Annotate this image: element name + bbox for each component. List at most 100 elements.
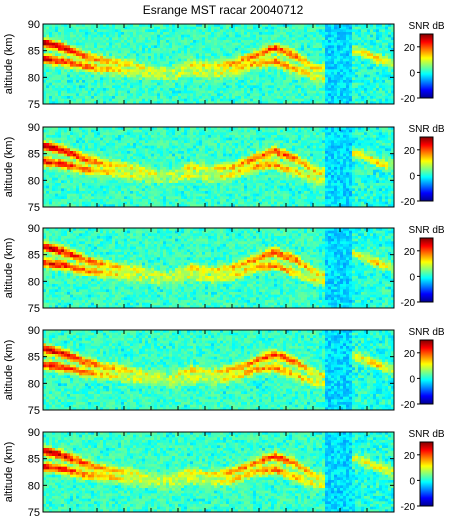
- heatmap-cell: [100, 202, 103, 205]
- heatmap-cell: [175, 77, 178, 80]
- heatmap-cell: [289, 83, 292, 86]
- heatmap-cell: [64, 130, 67, 133]
- y-tick-label: 90: [28, 19, 40, 31]
- heatmap-cell: [214, 40, 217, 43]
- heatmap-cell: [175, 72, 178, 75]
- heatmap-cell: [184, 99, 187, 102]
- heatmap-cell: [298, 40, 301, 43]
- heatmap-cell: [247, 75, 250, 78]
- heatmap-cell: [283, 45, 286, 48]
- heatmap-cell: [100, 148, 103, 151]
- heatmap-cell: [91, 159, 94, 162]
- heatmap-cell: [136, 191, 139, 194]
- heatmap-cell: [259, 40, 262, 43]
- heatmap-cell: [223, 61, 226, 64]
- heatmap-cell: [124, 85, 127, 88]
- heatmap-cell: [133, 130, 136, 133]
- heatmap-cell: [361, 80, 364, 83]
- heatmap-cell: [295, 40, 298, 43]
- heatmap-cell: [124, 67, 127, 70]
- heatmap-cell: [295, 51, 298, 54]
- heatmap-cell: [145, 140, 148, 143]
- heatmap-cell: [253, 43, 256, 46]
- heatmap-cell: [61, 51, 64, 54]
- heatmap-cell: [253, 45, 256, 48]
- heatmap-cell: [58, 199, 61, 202]
- heatmap-cell: [304, 48, 307, 51]
- heatmap-cell: [55, 96, 58, 99]
- heatmap-cell: [130, 130, 133, 133]
- heatmap-cell: [46, 91, 49, 94]
- heatmap-cell: [49, 138, 52, 141]
- heatmap-cell: [52, 135, 55, 138]
- heatmap-cell: [109, 48, 112, 51]
- heatmap-cell: [184, 170, 187, 173]
- heatmap-cell: [121, 170, 124, 173]
- heatmap-cell: [295, 96, 298, 99]
- heatmap-cell: [157, 29, 160, 32]
- heatmap-cell: [151, 96, 154, 99]
- heatmap-cell: [73, 202, 76, 205]
- heatmap-cell: [70, 148, 73, 151]
- heatmap-cell: [187, 27, 190, 30]
- heatmap-cell: [364, 93, 367, 96]
- heatmap-cell: [178, 27, 181, 30]
- heatmap-cell: [118, 88, 121, 91]
- heatmap-cell: [103, 93, 106, 96]
- heatmap-cell: [277, 96, 280, 99]
- heatmap-cell: [271, 91, 274, 94]
- heatmap-cell: [67, 93, 70, 96]
- heatmap-cell: [223, 32, 226, 35]
- heatmap-cell: [355, 69, 358, 72]
- heatmap-cell: [211, 85, 214, 88]
- heatmap-cell: [70, 75, 73, 78]
- heatmap-cell: [214, 93, 217, 96]
- heatmap-cell: [64, 48, 67, 51]
- heatmap-cell: [184, 43, 187, 46]
- heatmap-cell: [124, 159, 127, 162]
- heatmap-cell: [55, 186, 58, 189]
- heatmap-cell: [70, 72, 73, 75]
- heatmap-cell: [82, 130, 85, 133]
- heatmap-cell: [205, 96, 208, 99]
- heatmap-cell: [151, 51, 154, 54]
- heatmap-cell: [337, 53, 340, 56]
- heatmap-cell: [358, 29, 361, 32]
- heatmap-cell: [52, 67, 55, 70]
- heatmap-cell: [247, 27, 250, 30]
- heatmap-cell: [349, 27, 352, 30]
- heatmap-cell: [334, 85, 337, 88]
- heatmap-cell: [265, 53, 268, 56]
- heatmap-cell: [280, 56, 283, 59]
- heatmap-cell: [109, 151, 112, 154]
- heatmap-cell: [94, 53, 97, 56]
- heatmap-cell: [136, 51, 139, 54]
- heatmap-cell: [121, 156, 124, 159]
- heatmap-cell: [304, 35, 307, 38]
- heatmap-cell: [166, 172, 169, 175]
- heatmap-cell: [163, 154, 166, 157]
- heatmap-cell: [169, 135, 172, 138]
- heatmap-cell: [154, 199, 157, 202]
- heatmap-cell: [175, 135, 178, 138]
- heatmap-cell: [148, 194, 151, 197]
- heatmap-cell: [328, 56, 331, 59]
- heatmap-cell: [169, 143, 172, 146]
- heatmap-cell: [172, 164, 175, 167]
- heatmap-cell: [109, 164, 112, 167]
- heatmap-cell: [175, 64, 178, 67]
- heatmap-cell: [100, 51, 103, 54]
- heatmap-cell: [289, 61, 292, 64]
- heatmap-cell: [61, 37, 64, 40]
- heatmap-cell: [61, 178, 64, 181]
- heatmap-cell: [172, 202, 175, 205]
- heatmap-cell: [193, 93, 196, 96]
- heatmap-cell: [172, 43, 175, 46]
- heatmap-cell: [145, 170, 148, 173]
- heatmap-cell: [232, 88, 235, 91]
- heatmap-cell: [220, 35, 223, 38]
- heatmap-cell: [364, 88, 367, 91]
- heatmap-cell: [130, 180, 133, 183]
- heatmap-cell: [91, 183, 94, 186]
- heatmap-cell: [292, 43, 295, 46]
